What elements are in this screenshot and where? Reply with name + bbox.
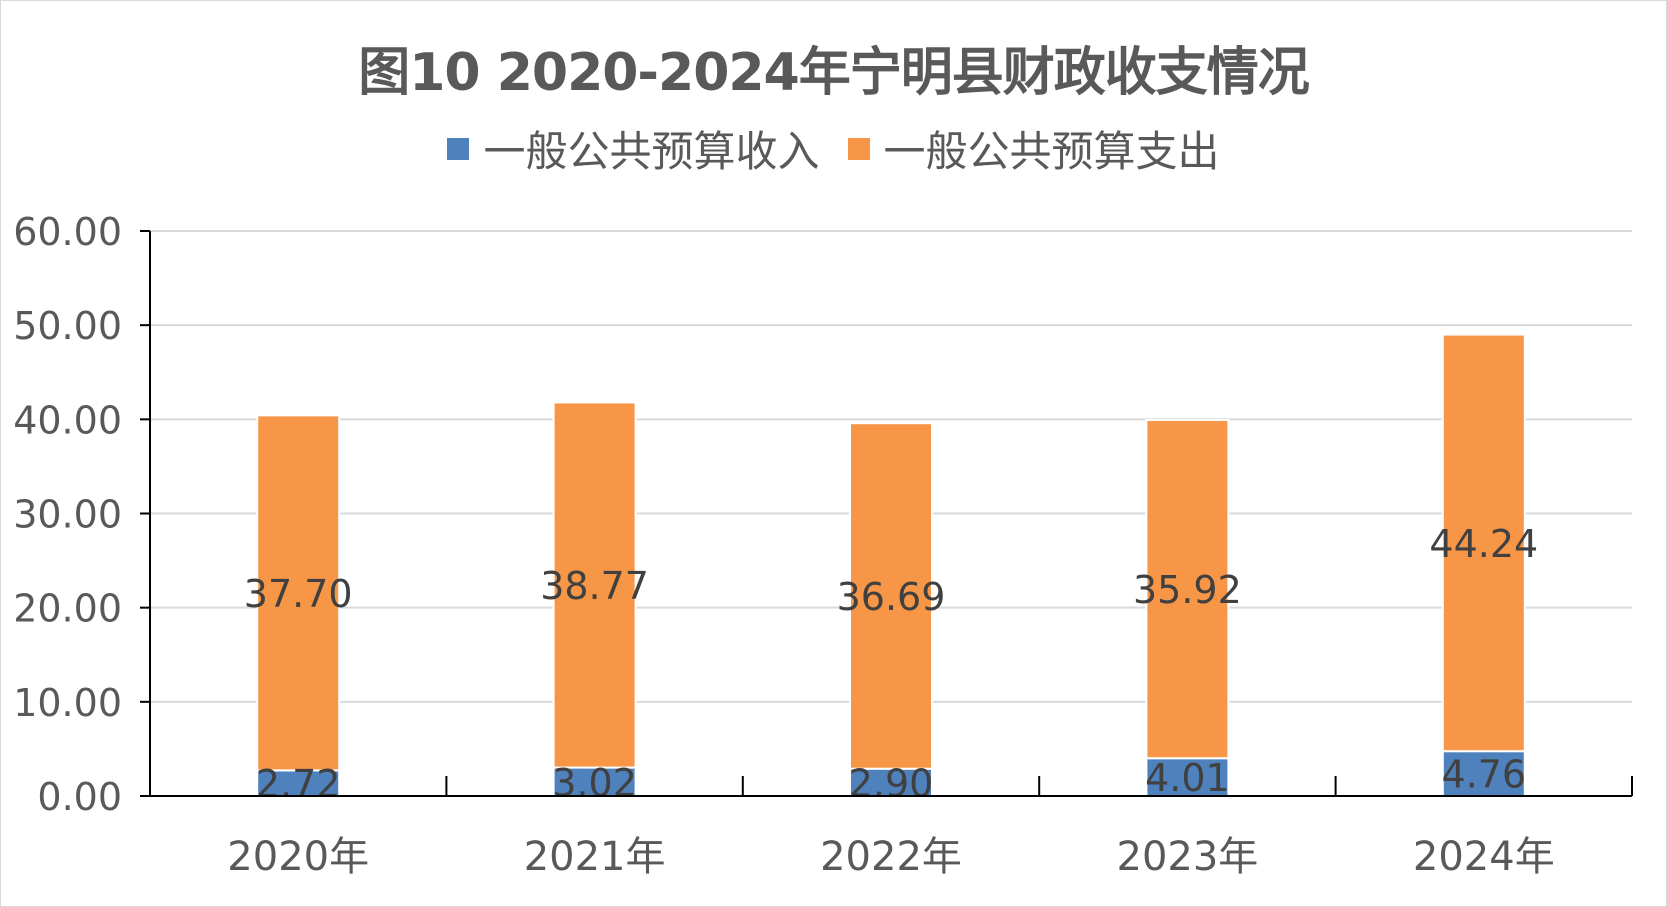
legend-item-expenditure: 一般公共预算支出 — [847, 118, 1220, 179]
data-label-revenue: 2.90 — [849, 761, 934, 805]
legend-swatch-expenditure — [847, 137, 870, 160]
bar-revenue — [1145, 757, 1230, 798]
bar-expenditure — [256, 414, 341, 772]
legend-swatch-revenue — [447, 137, 470, 160]
bar-revenue — [1441, 750, 1526, 798]
y-tick-label: 10.00 — [13, 681, 122, 725]
legend-label-expenditure: 一般公共预算支出 — [883, 127, 1220, 176]
data-label-expenditure: 38.77 — [540, 564, 649, 608]
y-tick-label: 60.00 — [13, 210, 122, 254]
bar-expenditure — [1441, 333, 1526, 753]
data-label-expenditure: 35.92 — [1133, 568, 1242, 612]
data-label-expenditure: 37.70 — [244, 572, 353, 616]
data-label-revenue: 4.01 — [1145, 756, 1230, 800]
y-tick-label: 50.00 — [13, 304, 122, 348]
data-label-revenue: 2.72 — [256, 762, 341, 806]
y-tick-label: 30.00 — [13, 493, 122, 537]
chart-title: 图10 2020-2024年宁明县财政收支情况 — [358, 43, 1310, 103]
y-tick-label: 20.00 — [13, 587, 122, 631]
data-label-revenue: 4.76 — [1441, 753, 1526, 797]
bar-revenue — [552, 766, 637, 797]
y-tick-label: 0.00 — [37, 775, 122, 819]
bar-expenditure — [552, 401, 637, 769]
x-tick-label: 2024年 — [1413, 834, 1555, 880]
y-tick-label: 40.00 — [13, 398, 122, 442]
chart-legend: 一般公共预算收入 一般公共预算支出 — [0, 118, 1667, 179]
x-tick-label: 2022年 — [820, 834, 962, 880]
legend-item-revenue: 一般公共预算收入 — [447, 118, 820, 179]
x-tick-label: 2023年 — [1117, 834, 1259, 880]
bar-expenditure — [849, 422, 933, 770]
data-label-revenue: 3.02 — [552, 761, 637, 805]
bar-expenditure — [1145, 418, 1230, 760]
data-label-expenditure: 36.69 — [837, 575, 946, 619]
legend-label-revenue: 一般公共预算收入 — [483, 127, 820, 176]
x-tick-label: 2020年 — [227, 834, 369, 880]
data-label-expenditure: 44.24 — [1429, 522, 1538, 566]
x-tick-label: 2021年 — [524, 834, 666, 880]
